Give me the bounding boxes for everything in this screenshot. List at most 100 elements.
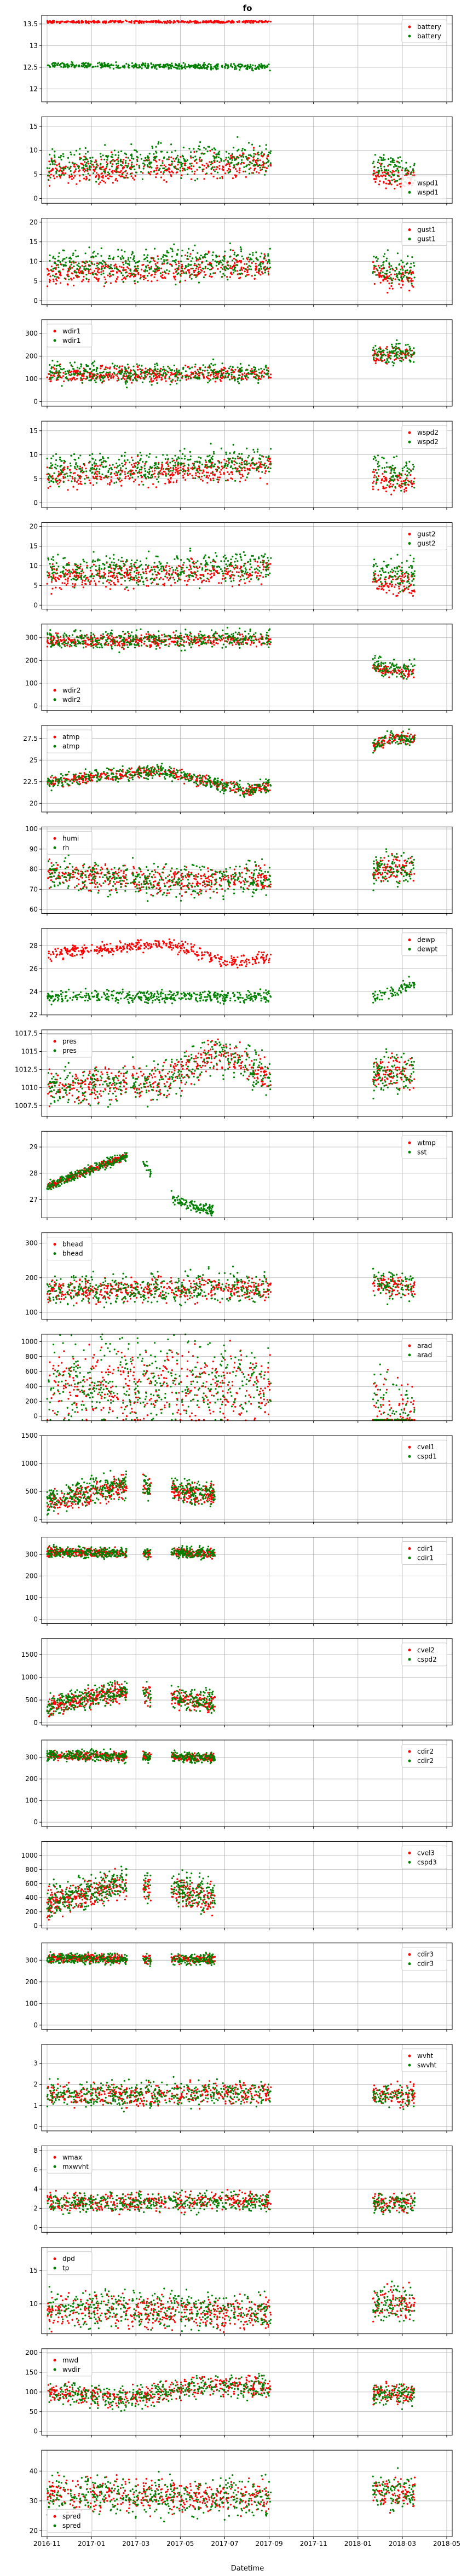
data-point — [59, 20, 61, 23]
data-point — [151, 67, 153, 69]
data-point — [223, 458, 226, 461]
data-point — [164, 372, 166, 374]
data-point — [211, 148, 214, 151]
data-point — [141, 20, 143, 22]
data-point — [50, 462, 52, 464]
legend-marker — [53, 330, 56, 333]
data-point — [135, 262, 137, 264]
data-point — [176, 154, 179, 157]
data-point — [246, 461, 248, 463]
data-point — [266, 483, 268, 485]
data-point — [390, 176, 393, 178]
data-point — [77, 372, 79, 374]
data-point — [261, 169, 263, 171]
data-point — [163, 157, 165, 159]
data-point — [215, 20, 217, 22]
data-point — [206, 464, 208, 466]
data-point — [226, 163, 228, 165]
data-point — [195, 267, 198, 269]
data-point — [247, 256, 250, 258]
data-point — [171, 373, 174, 376]
data-point — [188, 147, 191, 150]
data-point — [155, 362, 158, 365]
data-point — [401, 267, 403, 269]
data-point — [400, 286, 402, 289]
data-point — [187, 251, 189, 253]
data-point — [72, 254, 74, 256]
data-point — [256, 265, 258, 267]
data-point — [148, 161, 151, 163]
data-point — [113, 472, 116, 475]
data-point — [134, 465, 136, 468]
data-point — [168, 273, 170, 275]
data-point — [120, 479, 123, 482]
data-point — [412, 170, 414, 172]
data-point — [383, 253, 386, 255]
data-point — [68, 162, 71, 164]
data-point — [124, 272, 127, 274]
data-point — [76, 183, 78, 185]
data-point — [254, 65, 257, 67]
data-point — [385, 462, 388, 464]
data-point — [195, 474, 197, 476]
data-point — [73, 154, 76, 156]
data-point — [62, 168, 65, 170]
data-point — [389, 287, 391, 290]
data-point — [149, 20, 152, 22]
data-point — [78, 170, 80, 172]
data-point — [153, 153, 155, 155]
data-point — [236, 261, 238, 263]
data-point — [372, 160, 375, 163]
data-point — [246, 157, 248, 159]
data-point — [185, 164, 187, 166]
data-point — [177, 272, 180, 274]
data-point — [107, 470, 109, 472]
data-point — [126, 176, 129, 178]
data-point — [175, 158, 177, 160]
data-point — [258, 461, 260, 463]
data-point — [239, 269, 241, 272]
data-point — [241, 159, 243, 161]
data-point — [195, 260, 198, 262]
data-point — [244, 270, 246, 273]
data-point — [133, 255, 135, 257]
data-point — [126, 266, 129, 268]
data-point — [191, 278, 193, 280]
data-point — [157, 481, 159, 483]
data-point — [376, 260, 378, 262]
data-point — [405, 355, 407, 358]
data-point — [120, 258, 122, 261]
data-point — [194, 155, 197, 158]
data-point — [81, 466, 83, 469]
data-point — [398, 485, 400, 487]
data-point — [116, 159, 118, 161]
data-point — [246, 257, 248, 260]
data-point — [177, 21, 180, 23]
data-point — [266, 167, 268, 169]
data-point — [233, 164, 235, 166]
data-point — [60, 159, 62, 161]
data-point — [268, 375, 270, 377]
data-point — [162, 168, 164, 170]
data-point — [115, 64, 117, 66]
data-point — [130, 143, 132, 146]
data-point — [395, 352, 397, 354]
data-point — [386, 345, 388, 348]
data-point — [124, 152, 126, 154]
data-point — [105, 155, 107, 157]
data-point — [168, 482, 170, 484]
data-point — [168, 465, 170, 468]
data-point — [84, 478, 86, 480]
data-point — [372, 486, 374, 488]
data-point — [218, 476, 221, 479]
data-point — [109, 257, 111, 260]
data-point — [175, 67, 177, 69]
data-point — [176, 470, 178, 472]
data-point — [405, 487, 407, 489]
data-point — [210, 472, 212, 475]
data-point — [99, 61, 101, 64]
